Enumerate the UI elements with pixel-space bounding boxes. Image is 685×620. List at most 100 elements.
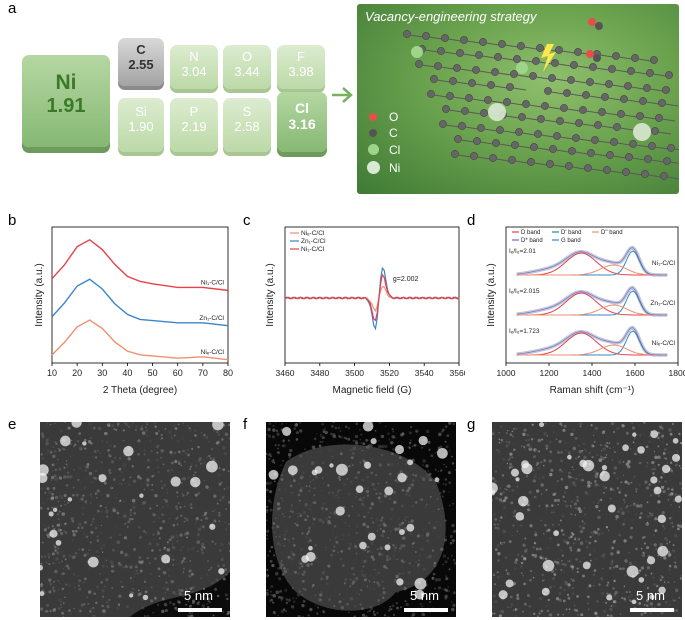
grain-speckle [526, 433, 530, 437]
grain-speckle [285, 526, 288, 530]
grain-speckle [333, 605, 336, 608]
grain-speckle [73, 443, 77, 447]
grain-speckle [290, 506, 294, 510]
grain-speckle [504, 513, 507, 516]
grain-speckle [426, 538, 430, 543]
grain-speckle [176, 439, 180, 443]
grain-speckle [681, 487, 682, 490]
grain-speckle [158, 537, 161, 540]
grain-speckle [185, 560, 187, 563]
grain-speckle [162, 463, 165, 466]
grain-speckle [340, 605, 345, 610]
grain-speckle [540, 609, 544, 613]
grain-speckle [145, 422, 149, 424]
grain-speckle [266, 591, 269, 596]
grain-speckle [215, 578, 219, 582]
grain-speckle [597, 484, 600, 487]
grain-speckle [166, 491, 169, 494]
grain-speckle [200, 519, 203, 522]
grain-speckle [315, 604, 317, 606]
grain-speckle [155, 445, 159, 449]
grain-speckle [545, 488, 548, 491]
grain-speckle [289, 561, 292, 564]
carbon-atom [498, 40, 506, 48]
grain-speckle [283, 537, 287, 541]
grain-speckle [549, 450, 553, 454]
grain-speckle [448, 568, 451, 571]
grain-speckle [191, 463, 193, 465]
grain-speckle [610, 567, 613, 571]
bright-particle [52, 507, 58, 512]
grain-speckle [62, 554, 66, 558]
grain-speckle [182, 422, 184, 425]
grain-speckle [567, 583, 571, 587]
carbon-bond [626, 99, 641, 103]
grain-speckle [102, 595, 105, 598]
grain-speckle [98, 531, 101, 534]
grain-speckle [348, 611, 350, 614]
grain-speckle [335, 535, 338, 539]
grain-speckle [103, 612, 107, 615]
grain-speckle [581, 520, 584, 523]
grain-speckle [307, 540, 310, 543]
grain-speckle [62, 568, 65, 570]
grain-speckle [152, 478, 154, 480]
grain-speckle [429, 478, 433, 482]
grain-speckle [407, 516, 409, 518]
x-tick-label: 80 [223, 368, 233, 378]
grain-speckle [162, 570, 167, 575]
grain-speckle [644, 574, 648, 577]
grain-speckle [284, 588, 288, 592]
grain-speckle [545, 504, 549, 508]
grain-speckle [293, 600, 296, 603]
grain-speckle [368, 580, 371, 583]
grain-speckle [674, 561, 677, 564]
grain-speckle [51, 446, 54, 449]
grain-speckle [667, 553, 672, 558]
grain-speckle [413, 444, 416, 447]
carbon-atom [546, 160, 554, 168]
grain-speckle [623, 518, 627, 522]
grain-speckle [540, 461, 543, 464]
grain-speckle [155, 542, 160, 547]
grain-speckle [187, 600, 189, 602]
grain-speckle [311, 522, 315, 525]
carbon-bond [504, 44, 519, 48]
grain-speckle [664, 579, 666, 582]
grain-speckle [66, 475, 70, 479]
grain-speckle [611, 459, 614, 461]
carbon-atom [610, 138, 618, 146]
grain-speckle [445, 577, 449, 581]
grain-speckle [361, 502, 364, 506]
grain-speckle [385, 554, 389, 558]
grain-speckle [631, 426, 636, 430]
grain-speckle [444, 478, 448, 481]
grain-speckle [564, 485, 569, 490]
grain-speckle [174, 593, 177, 596]
grain-speckle [590, 483, 593, 486]
grain-speckle [274, 444, 277, 447]
grain-speckle [409, 439, 412, 442]
carbon-atom [434, 62, 442, 70]
ratio-label-1: Iₑ/I₆=2.015 [509, 288, 540, 295]
carbon-atom [513, 55, 521, 63]
grain-speckle [646, 514, 650, 519]
grain-speckle [339, 435, 343, 439]
grain-speckle [77, 548, 80, 551]
grain-speckle [670, 504, 672, 506]
grain-speckle [289, 491, 292, 494]
grain-speckle [381, 516, 384, 520]
grain-speckle [506, 430, 509, 432]
grain-speckle [574, 536, 577, 539]
grain-speckle [492, 594, 496, 598]
grain-speckle [330, 554, 333, 556]
grain-speckle [105, 509, 109, 514]
grain-speckle [54, 422, 56, 425]
carbon-atom [422, 32, 430, 40]
grain-speckle [179, 506, 182, 509]
grain-speckle [621, 511, 625, 515]
grain-speckle [108, 598, 111, 601]
grain-speckle [610, 562, 613, 566]
grain-speckle [207, 600, 209, 603]
grain-speckle [200, 548, 204, 551]
